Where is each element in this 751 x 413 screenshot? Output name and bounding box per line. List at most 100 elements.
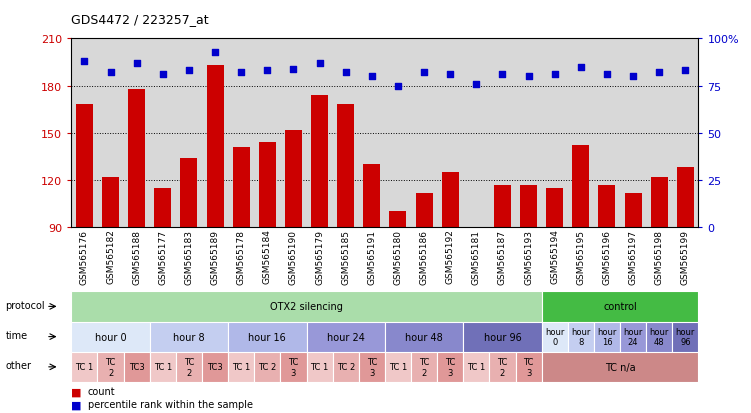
Bar	[385, 322, 463, 352]
Bar	[541, 292, 698, 322]
Text: TC 1: TC 1	[389, 363, 407, 371]
Point	[131, 60, 143, 67]
Text: other: other	[5, 361, 32, 370]
Point	[314, 60, 326, 67]
Bar	[363, 165, 380, 228]
Point	[549, 72, 561, 78]
Text: TC
3: TC 3	[366, 357, 377, 377]
Point	[444, 72, 456, 78]
Point	[183, 68, 195, 75]
Bar	[280, 352, 306, 382]
Bar	[546, 188, 563, 228]
Text: TC 1: TC 1	[310, 363, 329, 371]
Bar	[541, 322, 568, 352]
Bar	[255, 352, 280, 382]
Point	[288, 66, 300, 73]
Point	[261, 68, 273, 75]
Text: TC n/a: TC n/a	[605, 362, 635, 372]
Bar	[385, 352, 411, 382]
Bar	[102, 177, 119, 228]
Point	[680, 68, 692, 75]
Point	[235, 70, 247, 76]
Text: hour
48: hour 48	[650, 327, 669, 347]
Text: TC 2: TC 2	[258, 363, 276, 371]
Point	[601, 72, 613, 78]
Point	[523, 74, 535, 80]
Text: ■: ■	[71, 399, 82, 409]
Bar	[306, 322, 385, 352]
Text: time: time	[5, 330, 28, 340]
Point	[627, 74, 639, 80]
Text: ■: ■	[71, 386, 82, 396]
Bar	[202, 352, 228, 382]
Point	[157, 72, 169, 78]
Text: TC
2: TC 2	[419, 357, 430, 377]
Text: TC 1: TC 1	[154, 363, 172, 371]
Bar	[494, 185, 511, 228]
Text: TC 1: TC 1	[232, 363, 250, 371]
Bar	[672, 322, 698, 352]
Bar	[541, 352, 698, 382]
Bar	[651, 177, 668, 228]
Bar	[124, 352, 149, 382]
Bar	[515, 352, 541, 382]
Point	[339, 70, 351, 76]
Text: protocol: protocol	[5, 300, 45, 310]
Point	[209, 49, 221, 56]
Point	[470, 81, 482, 88]
Point	[392, 83, 404, 90]
Bar	[228, 352, 255, 382]
Text: TC
3: TC 3	[445, 357, 455, 377]
Text: TC
2: TC 2	[105, 357, 116, 377]
Bar	[463, 322, 541, 352]
Bar	[646, 322, 672, 352]
Text: hour 24: hour 24	[327, 332, 365, 342]
Bar	[311, 96, 328, 228]
Point	[104, 70, 116, 76]
Bar	[359, 352, 385, 382]
Bar	[599, 185, 616, 228]
Bar	[625, 193, 641, 228]
Point	[366, 74, 378, 80]
Bar	[677, 168, 694, 228]
Point	[418, 70, 430, 76]
Bar	[149, 352, 176, 382]
Text: hour
0: hour 0	[545, 327, 565, 347]
Bar	[442, 173, 459, 228]
Bar	[437, 352, 463, 382]
Bar	[568, 322, 594, 352]
Text: hour 0: hour 0	[95, 332, 126, 342]
Text: TC
2: TC 2	[184, 357, 194, 377]
Text: TC 1: TC 1	[75, 363, 94, 371]
Text: hour
24: hour 24	[623, 327, 643, 347]
Point	[575, 64, 587, 71]
Bar	[572, 146, 590, 228]
Text: hour
8: hour 8	[572, 327, 590, 347]
Bar	[233, 147, 249, 228]
Bar	[149, 322, 228, 352]
Bar	[285, 130, 302, 228]
Text: TC3: TC3	[128, 363, 144, 371]
Point	[496, 72, 508, 78]
Bar	[71, 322, 149, 352]
Bar	[390, 212, 406, 228]
Bar	[411, 352, 437, 382]
Text: TC
3: TC 3	[288, 357, 299, 377]
Bar	[71, 352, 98, 382]
Bar	[306, 352, 333, 382]
Bar	[415, 193, 433, 228]
Text: GDS4472 / 223257_at: GDS4472 / 223257_at	[71, 13, 209, 26]
Point	[78, 59, 90, 65]
Text: hour 48: hour 48	[406, 332, 443, 342]
Bar	[520, 185, 537, 228]
Bar	[71, 292, 541, 322]
Point	[653, 70, 665, 76]
Bar	[176, 352, 202, 382]
Text: TC3: TC3	[207, 363, 223, 371]
Bar	[76, 105, 93, 228]
Text: control: control	[603, 301, 637, 312]
Text: OTX2 silencing: OTX2 silencing	[270, 301, 343, 312]
Text: percentile rank within the sample: percentile rank within the sample	[88, 399, 253, 409]
Text: hour
16: hour 16	[597, 327, 617, 347]
Bar	[207, 66, 224, 228]
